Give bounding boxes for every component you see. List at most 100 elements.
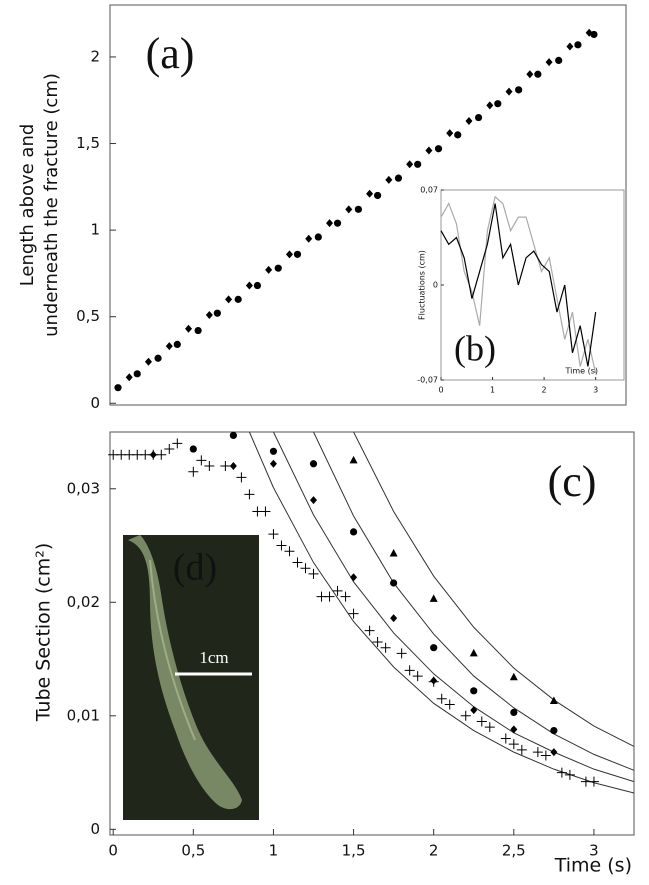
plus-mark (564, 769, 575, 780)
scale-bar-label: 1cm (199, 648, 228, 667)
point (380, 642, 391, 653)
point (172, 438, 183, 449)
plus-mark (268, 529, 279, 540)
point (225, 295, 233, 304)
point (173, 340, 181, 348)
point (510, 725, 518, 734)
point (229, 462, 237, 471)
point (349, 528, 358, 536)
x-tick-label: 1 (269, 842, 279, 860)
plus-mark (460, 710, 471, 721)
plus-mark (188, 466, 199, 477)
panel-a-frame (109, 4, 627, 406)
plus-mark (172, 438, 183, 449)
point (430, 676, 438, 685)
plus-mark (308, 568, 319, 579)
fit-curve (248, 431, 635, 794)
point (585, 28, 593, 37)
point (372, 637, 383, 648)
point (185, 324, 193, 333)
y-tick-label: 2 (90, 47, 100, 65)
point (245, 281, 253, 290)
point (332, 585, 343, 596)
plus-mark (396, 648, 407, 659)
point (125, 373, 133, 382)
point (305, 234, 313, 243)
plus-mark (300, 563, 311, 574)
point (574, 41, 582, 49)
panel-label: (b) (454, 328, 496, 368)
point (293, 250, 302, 258)
plus-mark (332, 585, 343, 596)
y-tick-label: -0,07 (417, 376, 438, 385)
y-tick-label: 1,5 (76, 134, 100, 152)
point (114, 384, 122, 392)
plus-mark (164, 444, 175, 455)
point (324, 591, 335, 602)
point (284, 546, 295, 557)
point (470, 687, 478, 695)
point (549, 696, 558, 705)
point (515, 86, 523, 94)
point (364, 625, 375, 636)
plus-mark (260, 506, 271, 517)
y-tick-label: 0 (90, 394, 100, 412)
point (350, 573, 358, 582)
plus-mark (372, 637, 383, 648)
point (526, 70, 534, 79)
plus-mark (156, 449, 167, 460)
point (476, 716, 487, 727)
point (505, 87, 513, 96)
x-tick-label: 2 (429, 842, 439, 860)
x-tick-label: 3 (593, 386, 598, 395)
point (300, 563, 311, 574)
point (494, 100, 502, 108)
point (436, 693, 447, 704)
plus-mark (340, 591, 351, 602)
point (348, 608, 359, 619)
plus-mark (500, 733, 511, 744)
plus-mark (404, 665, 415, 676)
plus-mark (588, 776, 599, 787)
plus-mark (284, 546, 295, 557)
point (404, 665, 415, 676)
point (268, 529, 279, 540)
plus-mark (364, 625, 375, 636)
panel-c-frame (109, 431, 635, 836)
point (349, 455, 358, 464)
plus-mark (556, 767, 567, 778)
y-tick-label: 0,07 (420, 186, 438, 195)
plus-mark (244, 489, 255, 500)
point (333, 219, 342, 227)
x-axis-label: Time (s) (554, 855, 632, 877)
point (555, 56, 563, 65)
plus-mark (516, 744, 527, 755)
point (389, 548, 398, 557)
point (154, 354, 162, 362)
x-tick-label: 0,5 (181, 842, 205, 860)
fit-curve (272, 431, 635, 783)
point (425, 146, 433, 155)
point (165, 342, 173, 351)
point (236, 472, 247, 483)
point (253, 281, 262, 290)
plus-mark (444, 699, 455, 710)
point (500, 733, 511, 744)
plus-mark (348, 608, 359, 619)
point (556, 767, 567, 778)
y-axis-label: Fluctuations (cm) (418, 250, 427, 320)
y-axis-label: underneath the fracture (cm) (41, 73, 62, 337)
point (269, 459, 277, 468)
point (149, 450, 157, 459)
x-tick-label: 2 (542, 386, 547, 395)
point (196, 455, 207, 466)
y-tick-label: 0 (90, 820, 100, 838)
point (326, 219, 334, 228)
plus-mark (324, 591, 335, 602)
point (274, 264, 282, 272)
point (414, 160, 422, 168)
point (244, 489, 255, 500)
point (564, 769, 575, 780)
point (465, 117, 473, 126)
